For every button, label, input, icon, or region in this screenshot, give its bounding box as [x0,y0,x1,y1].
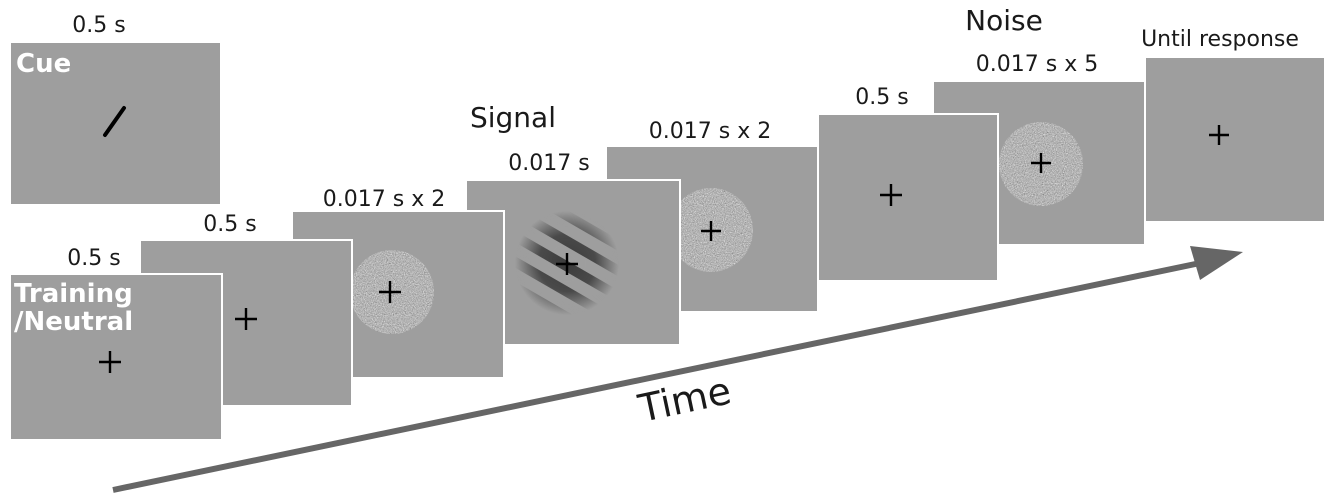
frame-1-duration: 0.5 s [67,246,120,271]
frame-4-duration: 0.017 s [508,151,589,176]
cue-panel: 0.5 s Cue [9,13,222,206]
frame-6-duration: 0.5 s [855,85,908,110]
frame-1: 0.5 s Training /Neutral [9,246,223,441]
frame-3-fixation-cross [379,281,401,303]
noise-title: Noise [965,4,1043,37]
frame-3-duration: 0.017 s x 2 [323,187,445,212]
frame-8-duration: Until response [1141,27,1299,52]
frame-8-panel [1144,56,1325,223]
time-arrow-head [1190,246,1243,280]
signal-title: Signal [470,101,556,134]
frame-1-panel [9,273,223,441]
frame-1-fixation-cross [99,351,121,373]
frame-6: 0.5 s [817,85,999,282]
frame-4-fixation-cross [556,253,578,275]
frame-1-label-line-1: Training [14,279,133,309]
frame-7-duration: 0.017 s x 5 [976,52,1098,77]
frame-4: Signal 0.017 s [465,101,681,346]
frame-5-duration: 0.017 s x 2 [649,119,771,144]
frame-7-fixation-cross [1031,153,1051,173]
cue-duration-label: 0.5 s [72,13,125,38]
frame-8: Until response [1141,27,1325,223]
frame-8-fixation-cross [1209,125,1229,145]
frame-1-label-line-2: /Neutral [14,307,133,337]
frame-2-fixation-cross [235,308,257,330]
frame-2-duration: 0.5 s [203,212,256,237]
cue-orientation-line [103,106,126,137]
time-arrow [112,246,1243,493]
cue-label: Cue [16,49,71,79]
frame-5-fixation-cross [701,221,721,241]
time-arrow-shaft [112,259,1206,493]
frame-6-panel [817,113,999,282]
frame-6-fixation-cross [880,184,902,206]
